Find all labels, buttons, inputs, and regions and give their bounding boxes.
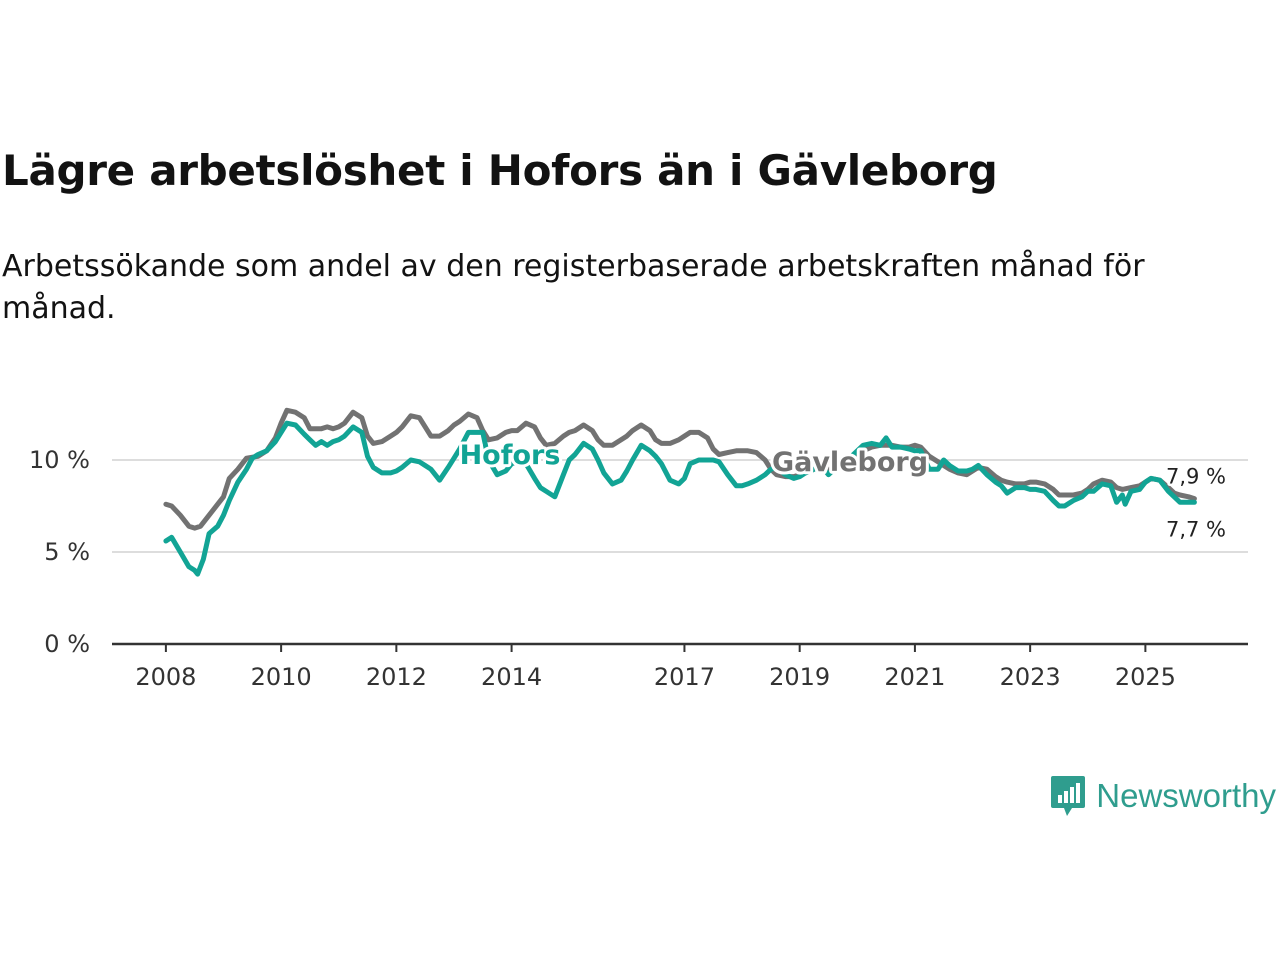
x-tick-label: 2010 bbox=[251, 663, 312, 691]
series-label-gvleborg: Gävleborg bbox=[772, 447, 928, 478]
series-line-gvleborg bbox=[163, 407, 1197, 531]
x-tick-label: 2017 bbox=[654, 663, 715, 691]
series-line-hofors bbox=[163, 420, 1197, 577]
series-label-hofors: Hofors bbox=[460, 440, 561, 471]
series-lines bbox=[163, 407, 1197, 577]
x-tick-label: 2025 bbox=[1115, 663, 1176, 691]
end-value-label-hofors: 7,7 % bbox=[1166, 517, 1226, 541]
end-value-label-gvleborg: 7,9 % bbox=[1166, 465, 1226, 489]
x-tick-label: 2023 bbox=[1000, 663, 1061, 691]
x-tick-label: 2021 bbox=[884, 663, 945, 691]
brand-name: Newsworthy bbox=[1096, 777, 1276, 814]
x-tick-label: 2014 bbox=[481, 663, 542, 691]
x-tick-label: 2012 bbox=[366, 663, 427, 691]
axes: 0 % 5 % 10 % 2008 2010 2012 2014 2017 2019 2021 20… bbox=[29, 446, 1248, 691]
y-tick-label: 0 % bbox=[44, 630, 90, 658]
newsworthy-brand: Newsworthy bbox=[1050, 774, 1276, 818]
chart-title: Lägre arbetslöshet i Hofors än i Gävlebo… bbox=[2, 146, 998, 195]
chart-subtitle: Arbetssökande som andel av den registerb… bbox=[2, 249, 1145, 326]
x-tick-label: 2019 bbox=[769, 663, 830, 691]
line-chart: 0 % 5 % 10 % 2008 2010 2012 2014 2017 2019 2021 20… bbox=[29, 407, 1248, 691]
series-labels: Gävleborg 7,9 % Hofors 7,7 % bbox=[457, 437, 1229, 544]
y-tick-label: 10 % bbox=[29, 446, 90, 474]
y-tick-label: 5 % bbox=[44, 538, 90, 566]
gridlines bbox=[112, 459, 1248, 553]
x-tick-label: 2008 bbox=[135, 663, 196, 691]
newsworthy-logo-icon bbox=[1051, 776, 1086, 816]
